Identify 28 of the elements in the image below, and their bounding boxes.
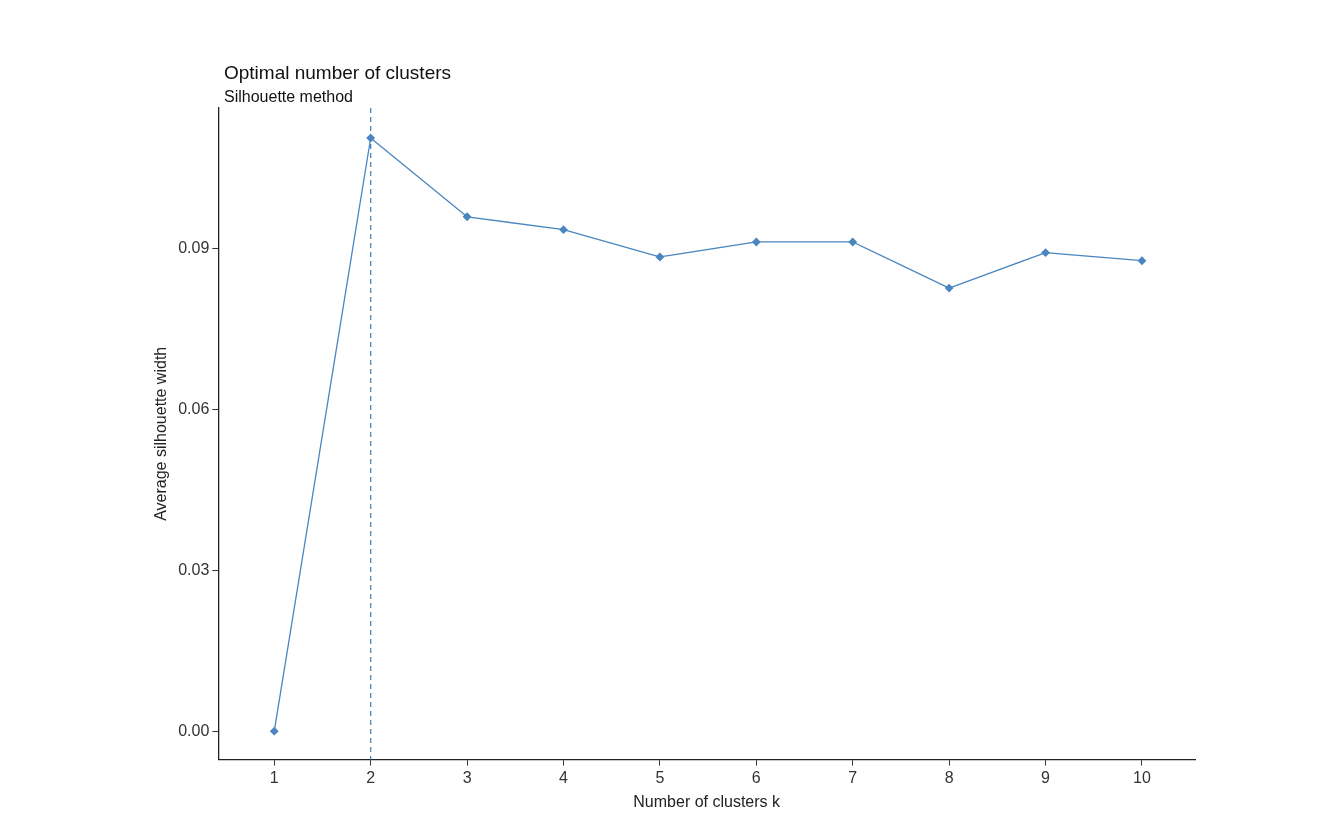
x-tick-label: 3: [462, 768, 472, 786]
point: [270, 727, 279, 736]
x-tick-label: 1: [269, 768, 279, 786]
point: [1041, 248, 1050, 257]
point: [1137, 256, 1147, 265]
x-tick-label: 6: [751, 768, 761, 786]
x-tick-label: 2: [366, 768, 376, 786]
point: [752, 237, 761, 247]
y-axis-title: Average silhouette width: [152, 346, 170, 521]
x-tick-label: 8: [944, 768, 954, 786]
x-tick-label: 5: [655, 768, 665, 786]
chart-subtitle: Silhouette method: [224, 88, 353, 106]
point: [945, 283, 954, 293]
y-tick-label: 0.06: [178, 400, 210, 418]
point: [559, 225, 568, 234]
x-tick-label: 10: [1133, 768, 1151, 786]
x-tick-label: 4: [559, 768, 569, 786]
x-tick-label: 9: [1041, 768, 1051, 786]
point: [462, 212, 472, 221]
point: [655, 252, 665, 262]
y-tick-label: 0.00: [178, 721, 210, 739]
x-axis-title: Number of clusters k: [633, 792, 782, 810]
y-tick-label: 0.09: [178, 239, 210, 257]
point: [366, 133, 375, 143]
x-tick-label: 7: [848, 768, 858, 786]
y-tick-label: 0.03: [178, 560, 210, 578]
chart-title: Optimal number of clusters: [224, 62, 452, 84]
point: [848, 237, 857, 247]
